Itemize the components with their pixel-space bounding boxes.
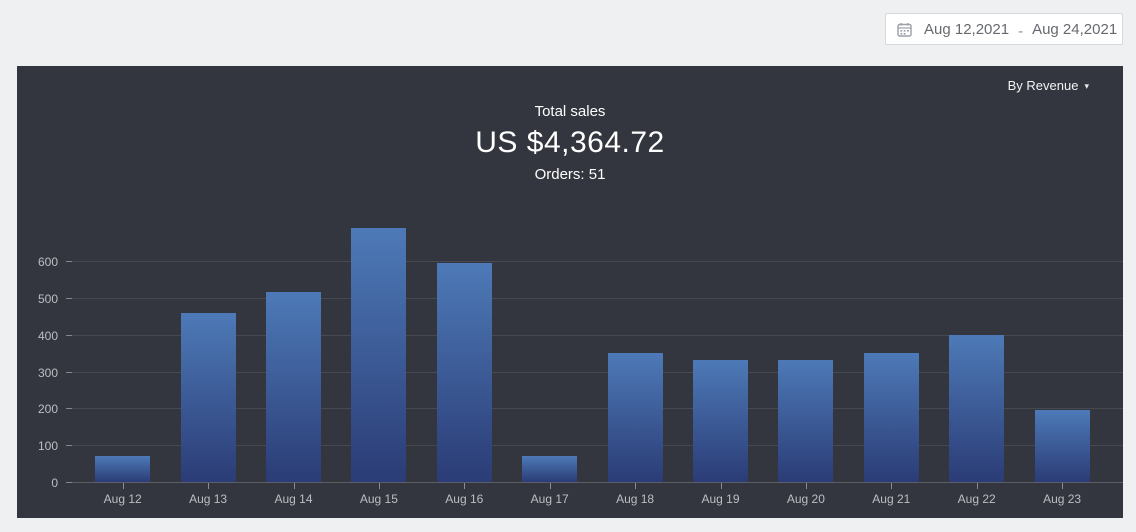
y-axis-tick (66, 482, 72, 483)
bar-aug-13[interactable] (180, 312, 236, 482)
y-axis-label: 300 (37, 365, 58, 380)
bar-aug-12[interactable] (95, 456, 151, 482)
by-revenue-label: By Revenue (1007, 78, 1079, 93)
x-axis-label: Aug 18 (616, 492, 655, 506)
date-start: Aug 12,2021 (924, 20, 1010, 38)
bar-aug-14[interactable] (266, 292, 321, 482)
y-axis-tick (66, 408, 72, 410)
x-axis-tick (1062, 483, 1064, 489)
y-axis-label: 200 (37, 402, 58, 417)
x-axis-tick (635, 483, 637, 489)
y-axis-label: 400 (37, 328, 58, 343)
x-axis-label: Aug 13 (189, 492, 228, 506)
x-axis-label: Aug 23 (1043, 492, 1082, 506)
x-axis-tick (378, 483, 380, 489)
bar-aug-15[interactable] (351, 227, 407, 482)
orders-count: Orders: 51 (534, 166, 606, 183)
y-axis-tick (66, 445, 72, 447)
x-axis-tick (464, 483, 466, 489)
gridline (66, 297, 1123, 299)
x-axis-label: Aug 14 (274, 492, 313, 506)
gridline (66, 408, 1123, 410)
bar-aug-17[interactable] (522, 456, 578, 482)
x-axis-tick (891, 483, 893, 489)
date-end: Aug 24,2021 (1032, 20, 1118, 38)
x-axis-tick (293, 483, 295, 489)
calendar-icon (897, 22, 912, 37)
x-axis-tick (720, 483, 722, 489)
bar-aug-20[interactable] (778, 360, 834, 482)
bar-aug-16[interactable] (436, 262, 492, 482)
total-sales-amount: US $4,364.72 (475, 126, 665, 159)
bar-aug-21[interactable] (863, 353, 919, 482)
y-axis-label: 100 (37, 439, 58, 454)
bar-aug-19[interactable] (693, 360, 748, 482)
y-axis-tick (66, 297, 72, 299)
y-axis-label: 0 (51, 476, 58, 490)
x-axis-label: Aug 16 (445, 492, 484, 506)
gridline (66, 261, 1123, 262)
y-axis-tick (66, 334, 72, 336)
y-axis-label: 500 (37, 291, 58, 306)
x-axis-tick (549, 483, 551, 489)
gridline (66, 334, 1123, 336)
y-axis-label: 600 (37, 255, 58, 269)
bar-aug-23[interactable] (1034, 410, 1090, 482)
x-axis-tick (976, 483, 978, 489)
by-revenue-dropdown[interactable]: By Revenue ▾ (1008, 78, 1089, 93)
x-axis-label: Aug 19 (701, 492, 740, 506)
x-axis-tick (122, 483, 124, 489)
x-axis-label: Aug 15 (359, 492, 398, 506)
bar-aug-22[interactable] (949, 334, 1005, 482)
x-axis-label: Aug 21 (872, 492, 911, 506)
x-axis-label: Aug 12 (103, 492, 142, 506)
date-range-picker[interactable]: Aug 12,2021 - Aug 24,2021 (885, 13, 1123, 45)
sales-chart-panel: By Revenue ▾ Total sales US $4,364.72 Or… (17, 66, 1123, 518)
gridline (66, 371, 1123, 373)
x-axis-label: Aug 20 (786, 492, 825, 506)
gridline (66, 445, 1123, 447)
x-axis-tick (805, 483, 807, 489)
x-axis-line (66, 482, 1123, 483)
total-sales-title: Total sales (534, 103, 606, 120)
y-axis-tick (66, 261, 72, 262)
plot-area: 0 100 200 300 400 500 600 Aug 12 Aug 13 Aug 14 Aug… (38, 196, 1123, 506)
y-axis-tick (66, 371, 72, 373)
x-axis-tick (208, 483, 210, 489)
sales-summary: Total sales US $4,364.72 Orders: 51 (17, 103, 1123, 183)
bar-aug-18[interactable] (607, 353, 663, 482)
chevron-down-icon: ▾ (1084, 81, 1089, 91)
x-axis-label: Aug 22 (957, 492, 996, 506)
x-axis-label: Aug 17 (530, 492, 569, 506)
date-separator: - (1018, 22, 1024, 40)
